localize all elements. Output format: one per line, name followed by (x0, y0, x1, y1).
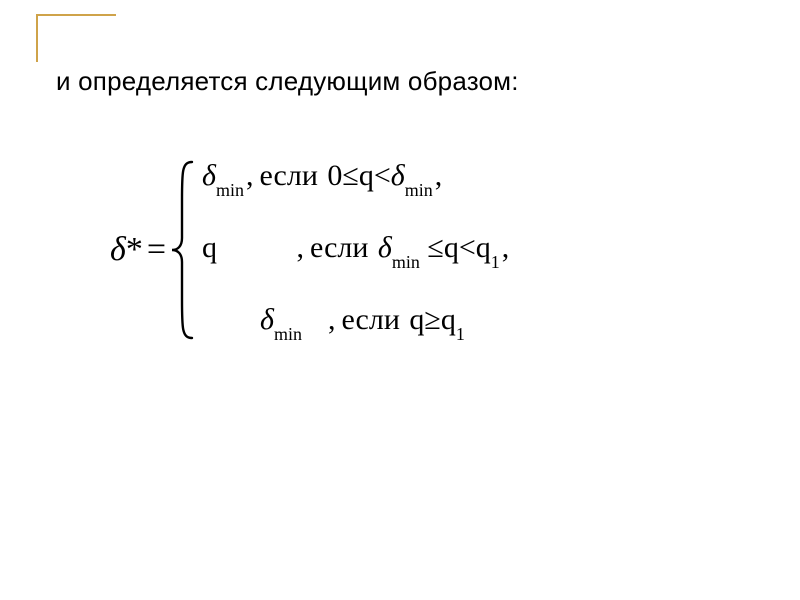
formula: δ* = δmin , если 0≤q<δmin , q (110, 160, 509, 340)
case2-head: q (202, 232, 295, 264)
c3-cond: q≥q1 (400, 304, 467, 340)
lhs-star: * (126, 231, 143, 268)
case3-head: δmin (260, 304, 302, 340)
formula-lhs: δ* (110, 231, 145, 269)
c1-tail: , (435, 160, 443, 192)
corner-decor (36, 14, 116, 62)
c2-tail: , (502, 232, 510, 264)
c1-min: min (216, 180, 244, 200)
case-row-3: δmin , если q≥q1 (202, 304, 509, 340)
c1-cond-min: min (405, 180, 433, 200)
c2-if: если (310, 232, 368, 264)
c3-sub1: 1 (456, 324, 465, 344)
c2-cond-delta: δ (378, 231, 392, 264)
case-row-1: δmin , если 0≤q<δmin , (202, 160, 509, 196)
cases-rows: δmin , если 0≤q<δmin , q , если δmin (198, 160, 509, 340)
equals-sign: = (145, 231, 170, 269)
c1-cond-delta: δ (391, 159, 405, 192)
c3-sep: , (326, 304, 342, 336)
c1-cond: 0≤q<δmin (318, 160, 435, 196)
c1-sep: , (244, 160, 260, 192)
c1-if: если (259, 160, 317, 192)
c2-q: q (202, 231, 217, 264)
c1-delta: δ (202, 159, 216, 192)
c3-plain: q≥q (409, 303, 455, 336)
c2-sub1: 1 (491, 252, 500, 272)
c3-if: если (341, 304, 399, 336)
c2-cond-min: min (392, 252, 420, 272)
c3-delta: δ (260, 303, 274, 336)
c2-sep: , (295, 232, 311, 264)
c3-min: min (274, 324, 302, 344)
c2-cond: δmin ≤q<q1 (368, 232, 501, 268)
c2-mid: ≤q<q (427, 231, 490, 264)
heading-text: и определяется следующим образом: (56, 66, 519, 97)
lhs-delta: δ (110, 231, 126, 268)
case-row-2: q , если δmin ≤q<q1 , (202, 232, 509, 268)
cases-block: δmin , если 0≤q<δmin , q , если δmin (170, 160, 509, 340)
c1-pre: 0≤q< (327, 159, 390, 192)
left-brace-icon (170, 160, 198, 340)
case1-head: δmin (202, 160, 244, 196)
